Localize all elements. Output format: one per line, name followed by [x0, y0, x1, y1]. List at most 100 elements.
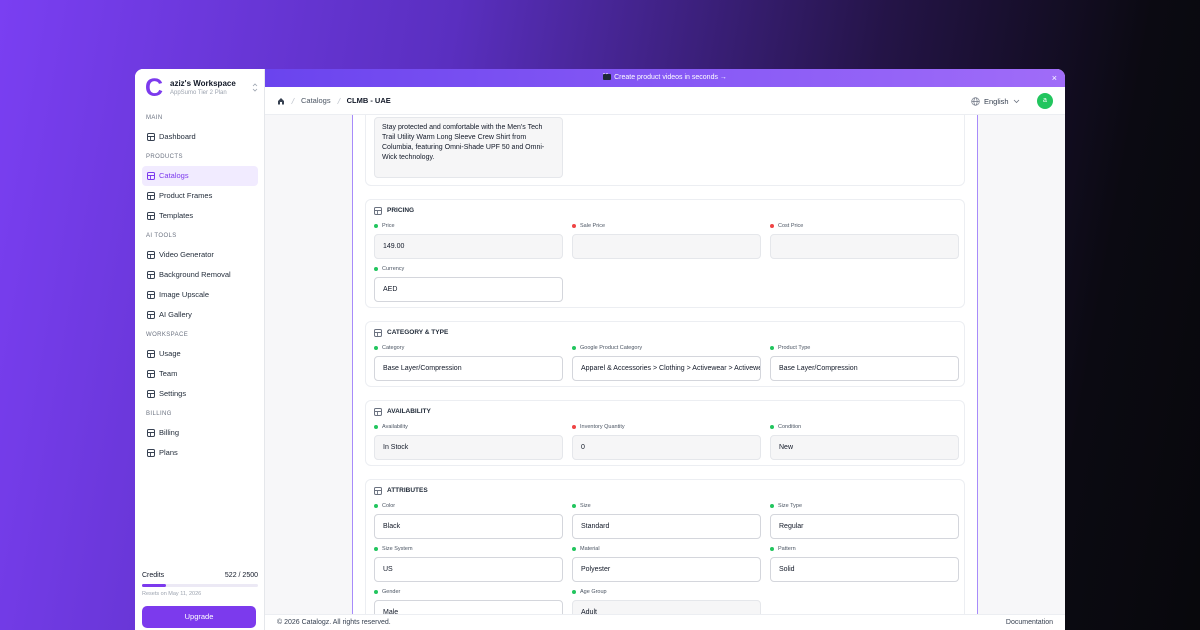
credits-label: Credits — [142, 572, 165, 579]
status-dot — [572, 425, 576, 429]
nav-item[interactable]: AI Gallery — [142, 305, 258, 325]
nav-section-title: WORKSPACE — [146, 332, 189, 338]
nav-item[interactable]: Dashboard — [142, 127, 258, 147]
section-card: PRICING Price 149.00 Sale Price Cost Price Cu… — [365, 199, 965, 308]
field: Size Type Regular — [770, 500, 959, 539]
field: Inventory Quantity 0 — [572, 421, 761, 460]
chevron — [252, 83, 258, 92]
field-label: Currency — [382, 266, 405, 272]
field-input[interactable]: Regular — [770, 514, 959, 539]
field: Category Base Layer/Compression — [374, 342, 563, 381]
form: Stay protected and comfortable with the … — [353, 115, 977, 614]
nav-item[interactable]: Team — [142, 364, 258, 384]
nav-item[interactable]: Usage — [142, 344, 258, 364]
nav-label: AI Gallery — [159, 310, 192, 319]
field-label: Material — [580, 546, 600, 552]
status-dot — [374, 504, 378, 508]
field-label-row: Pattern — [770, 543, 959, 555]
field-input[interactable]: New — [770, 435, 959, 460]
nav-item[interactable]: Plans — [142, 443, 258, 463]
field-label-row: Inventory Quantity — [572, 421, 761, 433]
nav-item[interactable]: Billing — [142, 423, 258, 443]
icon — [147, 311, 155, 319]
language-selector[interactable]: English — [971, 87, 1020, 115]
field-value: Polyester — [581, 566, 611, 573]
banner-close[interactable]: × — [1051, 73, 1057, 83]
banner-text: Create product videos in seconds → — [614, 74, 727, 81]
field-label: Gender — [382, 589, 401, 595]
field-input[interactable]: Polyester — [572, 557, 761, 582]
nav-item[interactable]: Product Frames — [142, 186, 258, 206]
field-input[interactable]: 0 — [572, 435, 761, 460]
field-input[interactable]: Standard — [572, 514, 761, 539]
nav-section-title: MAIN — [146, 115, 163, 121]
icon — [374, 408, 382, 416]
field-label: Inventory Quantity — [580, 424, 625, 430]
field-label-row: Availability — [374, 421, 563, 433]
field-input[interactable]: Adult — [572, 600, 761, 614]
field-input[interactable]: Base Layer/Compression — [770, 356, 959, 381]
nav-item[interactable]: Image Upscale — [142, 285, 258, 305]
banner[interactable]: Create product videos in seconds → × — [265, 69, 1065, 87]
field-grid: Availability In Stock Inventory Quantity 0 C… — [374, 421, 959, 460]
status-dot — [770, 224, 774, 228]
field-input[interactable]: 149.00 — [374, 234, 563, 259]
field-label-row: Product Type — [770, 342, 959, 354]
upgrade-button[interactable]: Upgrade — [142, 606, 256, 628]
breadcrumb-item[interactable]: Catalogs — [301, 96, 331, 105]
field-label: Size System — [382, 546, 413, 552]
credits-fill — [142, 584, 166, 587]
nav-item[interactable]: Background Removal — [142, 265, 258, 285]
description-card: Stay protected and comfortable with the … — [365, 115, 965, 186]
icon — [374, 207, 382, 215]
field-input[interactable]: Solid — [770, 557, 959, 582]
icon — [374, 487, 382, 495]
field-input[interactable]: Apparel & Accessories > Clothing > Activ… — [572, 356, 761, 381]
status-dot — [374, 224, 378, 228]
field-input[interactable]: AED — [374, 277, 563, 302]
nav-item[interactable]: Templates — [142, 206, 258, 226]
field-label-row: Gender — [374, 586, 563, 598]
field-label: Condition — [778, 424, 802, 430]
nav-label: Team — [159, 369, 178, 378]
nav-item[interactable]: Settings — [142, 384, 258, 404]
field-input[interactable]: Base Layer/Compression — [374, 356, 563, 381]
avatar[interactable]: a — [1037, 93, 1053, 109]
field: Cost Price — [770, 220, 959, 259]
status-dot — [770, 504, 774, 508]
field: Size Standard — [572, 500, 761, 539]
field-input[interactable]: In Stock — [374, 435, 563, 460]
field-input[interactable]: US — [374, 557, 563, 582]
section-card: ATTRIBUTES Color Black Size Standard Size Typ… — [365, 479, 965, 614]
icon — [147, 429, 155, 437]
workspace-plan: AppSumo Tier 2 Plan — [170, 90, 227, 96]
nav-item[interactable]: Video Generator — [142, 245, 258, 265]
workspace-name: aziz's Workspace — [170, 79, 236, 88]
field-label-row: Google Product Category — [572, 342, 761, 354]
section-card: AVAILABILITY Availability In Stock Inventor… — [365, 400, 965, 466]
documentation-link[interactable]: Documentation — [1005, 619, 1053, 626]
field-input[interactable]: Black — [374, 514, 563, 539]
nav-item[interactable]: Catalogs — [142, 166, 258, 186]
field-input[interactable] — [572, 234, 761, 259]
nav-label: Dashboard — [159, 132, 196, 141]
icon — [147, 271, 155, 279]
description-input[interactable]: Stay protected and comfortable with the … — [374, 117, 563, 178]
field-grid: Price 149.00 Sale Price Cost Price Currency A… — [374, 220, 959, 302]
field-input[interactable]: Male — [374, 600, 563, 614]
separator — [336, 97, 341, 105]
workspace-switcher[interactable]: C aziz's Workspace AppSumo Tier 2 Plan — [144, 74, 258, 102]
credits-note: Resets on May 11, 2026 — [142, 591, 202, 597]
field: Availability In Stock — [374, 421, 563, 460]
section-title: PRICING — [387, 207, 415, 214]
nav-label: Video Generator — [159, 250, 214, 259]
field-value: Standard — [581, 523, 610, 530]
icon — [147, 449, 155, 457]
home-icon[interactable] — [277, 97, 285, 105]
field-input[interactable] — [770, 234, 959, 259]
logo: C — [144, 74, 164, 102]
field-label: Category — [382, 345, 405, 351]
section-header: CATEGORY & TYPE — [374, 327, 956, 339]
banner-icon — [602, 72, 612, 80]
field-value: Base Layer/Compression — [383, 365, 462, 372]
